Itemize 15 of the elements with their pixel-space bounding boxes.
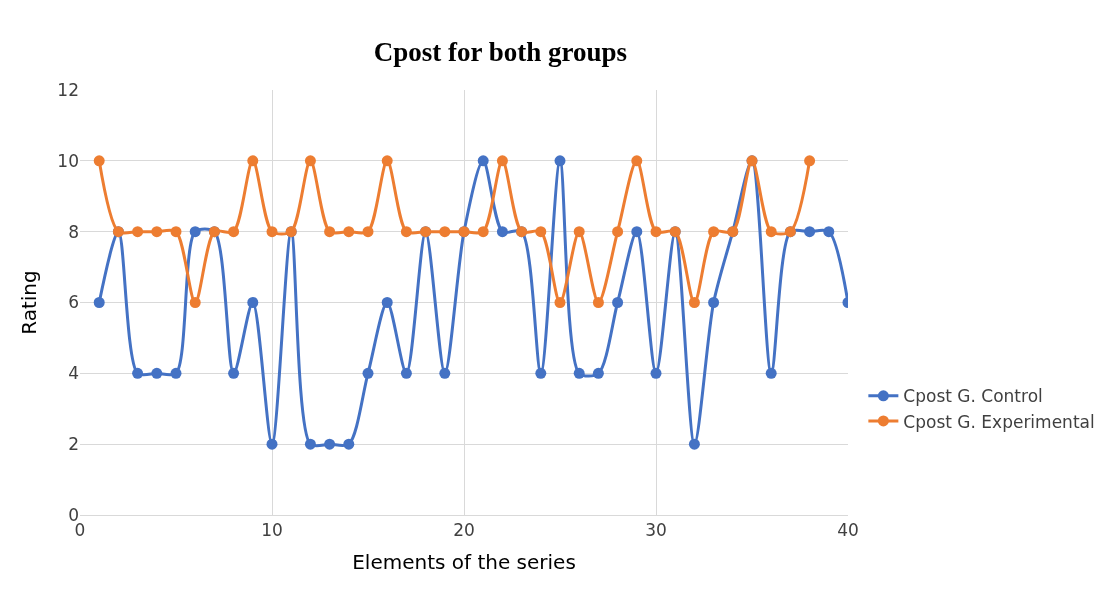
x-axis-title: Elements of the series	[352, 549, 576, 574]
y-tick-label: 2	[68, 434, 79, 455]
chart-title: Cpost for both groups	[373, 36, 628, 67]
x-tick-label: 40	[837, 520, 859, 541]
y-tick-label: 6	[68, 292, 79, 313]
y-tick-label: 8	[68, 221, 79, 242]
x-tick-label: 30	[645, 520, 667, 541]
y-tick-label: 12	[57, 79, 79, 100]
y-tick-label: 10	[57, 150, 79, 171]
y-axis-title: Rating	[16, 270, 41, 335]
legend-label: Cpost G. Control	[903, 386, 1043, 407]
legend-label: Cpost G. Experimental	[903, 411, 1095, 432]
x-tick-label: 10	[261, 520, 283, 541]
x-tick-label: 20	[453, 520, 475, 541]
y-tick-label: 4	[68, 363, 79, 384]
